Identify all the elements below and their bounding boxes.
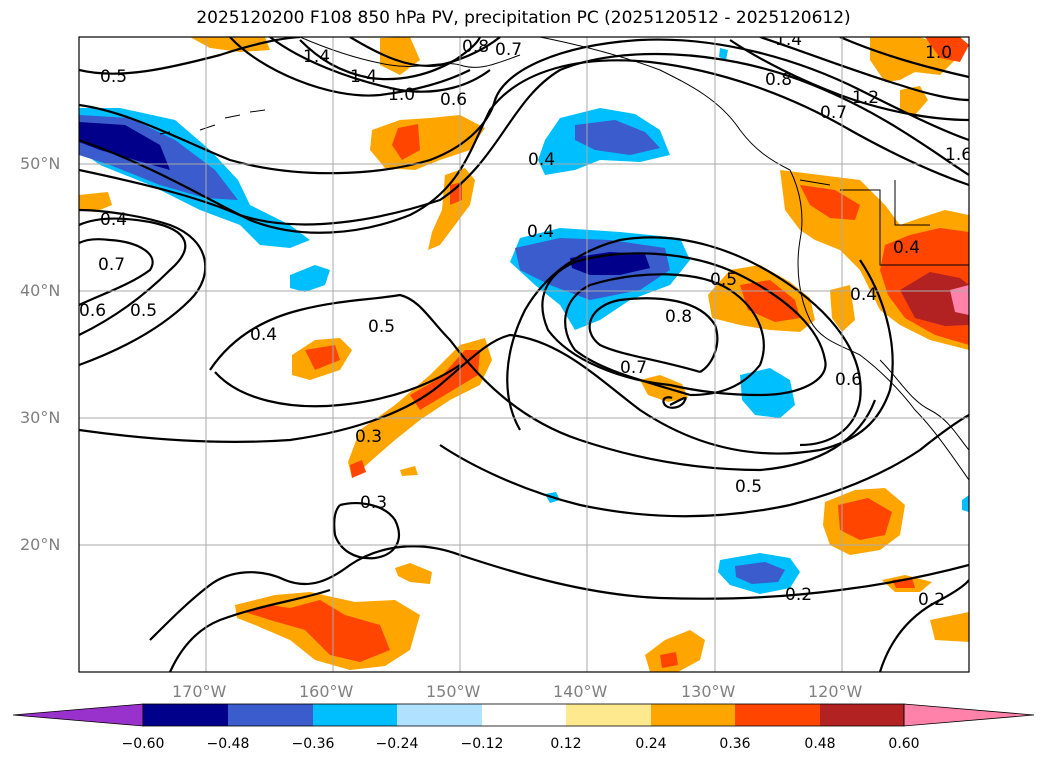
contour-label: 0.4: [893, 238, 920, 258]
colorbar: [12, 703, 1035, 727]
contour-label: 0.5: [130, 301, 157, 321]
lon-tick-label: 160°W: [299, 682, 354, 701]
contour-label: 0.8: [765, 70, 792, 90]
precip-shading: [79, 37, 969, 672]
contour-label: 0.4: [528, 150, 555, 170]
colorbar-tick-label: −0.12: [460, 736, 504, 752]
colorbar-tick-label: −0.48: [206, 736, 250, 752]
colorbar-tick-label: 0.24: [635, 736, 667, 752]
contour-label: 1.2: [852, 88, 879, 108]
contour-label: 0.5: [710, 270, 737, 290]
contour-label: 0.6: [835, 370, 862, 390]
contour-label-layer: 0.5 1.4 1.0 0.8 0.7 0.6 1.4 0.8 1.2 0.7 …: [79, 30, 972, 610]
colorbar-tick-label: −0.24: [375, 736, 419, 752]
colorbar-tick-label: −0.36: [291, 736, 335, 752]
contour-label: 0.2: [785, 585, 812, 605]
contour-label: 1.4: [775, 30, 802, 50]
contour-label: 0.7: [495, 40, 522, 60]
contour-label: 1.4: [303, 47, 330, 67]
lon-tick-label: 170°W: [172, 682, 227, 701]
coastlines: [159, 37, 969, 481]
lon-tick-label: 150°W: [426, 682, 481, 701]
colorbar-swatch: [228, 704, 313, 726]
contour-label: 0.8: [665, 307, 692, 327]
contour-label: 0.3: [355, 427, 382, 447]
map-frame: [78, 36, 970, 673]
colorbar-extension-high: [903, 703, 1035, 727]
contour-label: 0.5: [735, 477, 762, 497]
contour-label: 0.4: [527, 222, 554, 242]
contour-label: 0.6: [440, 90, 467, 110]
colorbar-swatch: [397, 704, 482, 726]
colorbar-extension-low: [12, 703, 144, 727]
colorbar-swatch: [651, 704, 735, 726]
contour-label: 1.0: [388, 85, 415, 105]
pv-contours: [79, 37, 969, 672]
colorbar-tick-label: 0.60: [888, 736, 920, 752]
contour-label: 0.6: [79, 301, 106, 321]
lon-tick-label: 130°W: [681, 682, 736, 701]
contour-label: 0.4: [250, 325, 277, 345]
lat-tick-label: 20°N: [20, 535, 61, 554]
contour-label: 0.7: [98, 255, 125, 275]
contour-label: 0.7: [820, 103, 847, 123]
gridlines: [79, 37, 969, 672]
plot-area: 0.5 1.4 1.0 0.8 0.7 0.6 1.4 0.8 1.2 0.7 …: [79, 30, 972, 672]
contour-label: 0.4: [100, 210, 127, 230]
lon-tick-label: 120°W: [808, 682, 863, 701]
lon-tick-label: 140°W: [553, 682, 608, 701]
colorbar-tick-label: 0.48: [804, 736, 836, 752]
colorbar-swatch: [566, 704, 651, 726]
lat-tick-label: 50°N: [20, 154, 61, 173]
colorbar-tick-label: 0.36: [719, 736, 751, 752]
contour-label: 1.0: [925, 43, 952, 63]
contour-label: 0.7: [620, 358, 647, 378]
contour-label: 0.8: [462, 37, 489, 57]
colorbar-tick-label: −0.60: [121, 736, 165, 752]
contour-label: 0.2: [918, 590, 945, 610]
contour-label: 1.6: [945, 145, 972, 165]
colorbar-swatch: [143, 704, 228, 726]
contour-label: 0.5: [100, 67, 127, 87]
colorbar-swatch: [482, 704, 566, 726]
lat-tick-label: 30°N: [20, 408, 61, 427]
colorbar-swatch: [735, 704, 820, 726]
contour-label: 0.3: [360, 493, 387, 513]
colorbar-swatch: [313, 704, 397, 726]
lat-tick-label: 40°N: [20, 281, 61, 300]
colorbar-tick-label: 0.12: [550, 736, 582, 752]
colorbar-swatch: [820, 704, 904, 726]
contour-label: 0.4: [850, 285, 877, 305]
chart-title: 2025120200 F108 850 hPa PV, precipitatio…: [196, 8, 851, 28]
contour-label: 0.5: [368, 317, 395, 337]
contour-label: 1.4: [350, 67, 377, 87]
